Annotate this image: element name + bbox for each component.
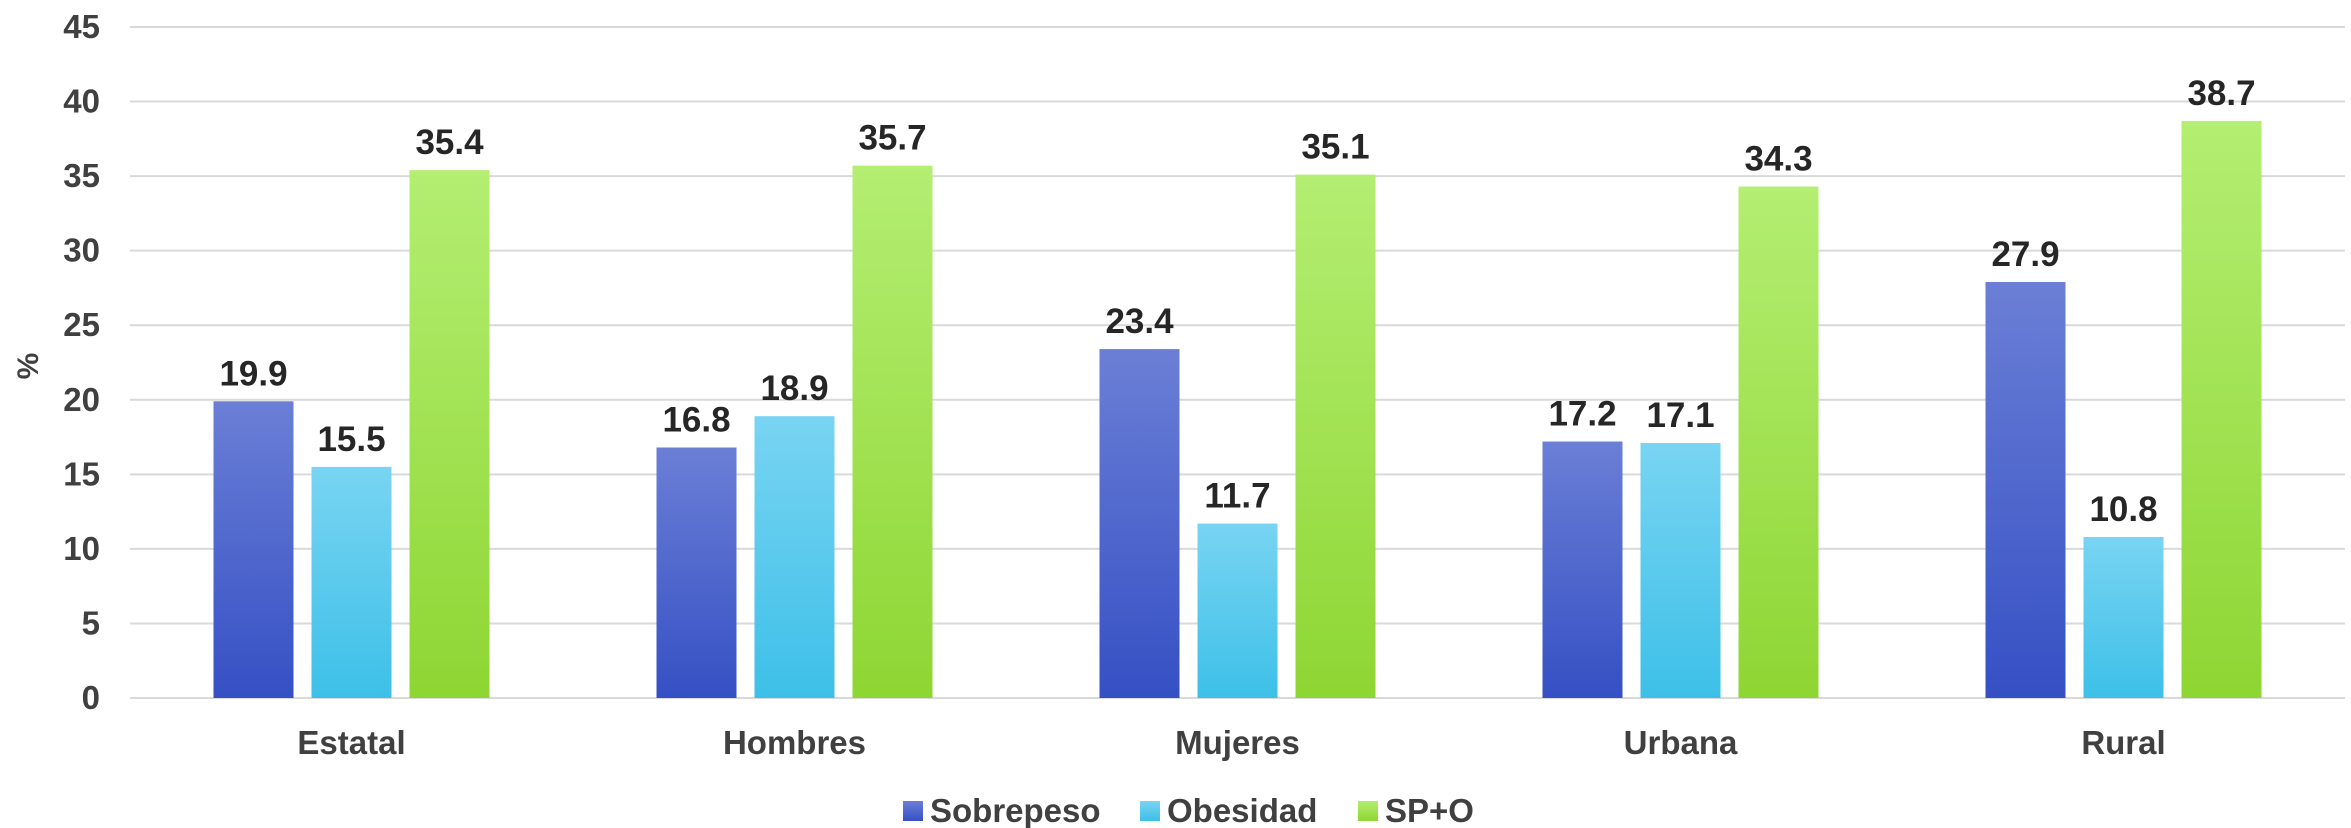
value-label: 23.4 xyxy=(1105,302,1174,341)
category-label-urbana: Urbana xyxy=(1624,724,1738,761)
value-label: 10.8 xyxy=(2089,490,2157,529)
bar-sobrepeso-urbana xyxy=(1542,441,1623,698)
bar-obesidad-mujeres xyxy=(1197,523,1278,698)
bar-sp-o-rural xyxy=(2181,120,2262,698)
legend: Sobrepeso Obesidad SP+O xyxy=(903,792,1474,828)
value-label: 18.9 xyxy=(760,369,828,408)
y-tick-label: 20 xyxy=(63,381,100,418)
y-axis-label: % xyxy=(12,353,45,380)
bar-sp-o-estatal xyxy=(409,170,490,698)
bar-obesidad-estatal xyxy=(311,466,392,698)
bar-sp-o-mujeres xyxy=(1295,174,1376,698)
value-label: 35.1 xyxy=(1301,128,1369,167)
y-tick-label: 15 xyxy=(63,455,100,492)
y-tick-label: 35 xyxy=(63,157,100,194)
category-label-rural: Rural xyxy=(2081,724,2165,761)
value-label: 19.9 xyxy=(219,354,287,393)
y-tick-label: 0 xyxy=(82,679,100,716)
value-label: 17.2 xyxy=(1548,395,1616,434)
value-label: 35.4 xyxy=(415,123,484,162)
y-tick-label: 10 xyxy=(63,530,100,567)
value-label: 27.9 xyxy=(1991,235,2059,274)
legend-label: SP+O xyxy=(1385,792,1474,828)
category-label-mujeres: Mujeres xyxy=(1175,724,1300,761)
value-label: 34.3 xyxy=(1744,140,1812,179)
gridlines xyxy=(130,26,2345,699)
bar-obesidad-urbana xyxy=(1640,443,1721,698)
bar-sobrepeso-estatal xyxy=(213,401,294,698)
bar-sp-o-urbana xyxy=(1738,186,1819,698)
value-labels: 19.9 15.5 35.4 16.8 18.9 35.7 23.4 11.7 35.1 17.2… xyxy=(219,74,2255,529)
value-label: 11.7 xyxy=(1204,477,1270,516)
y-tick-label: 40 xyxy=(63,83,100,120)
legend-label: Obesidad xyxy=(1167,792,1317,828)
y-tick-label: 25 xyxy=(63,306,100,343)
y-axis-ticks: 0 5 10 15 20 25 30 35 40 45 xyxy=(63,8,100,716)
y-tick-label: 45 xyxy=(63,8,100,45)
value-label: 15.5 xyxy=(317,420,385,459)
x-axis-categories: Estatal Hombres Mujeres Urbana Rural xyxy=(297,724,2165,761)
value-label: 16.8 xyxy=(662,400,730,439)
legend-swatch xyxy=(1140,801,1160,821)
category-label-hombres: Hombres xyxy=(723,724,866,761)
bar-obesidad-hombres xyxy=(754,416,835,698)
bar-sp-o-hombres xyxy=(852,165,933,698)
bars xyxy=(213,120,2262,698)
y-tick-label: 30 xyxy=(63,232,100,269)
bar-sobrepeso-rural xyxy=(1985,281,2066,698)
value-label: 35.7 xyxy=(858,119,926,158)
legend-label: Sobrepeso xyxy=(930,792,1101,828)
y-tick-label: 5 xyxy=(82,604,100,641)
bar-obesidad-rural xyxy=(2083,536,2164,698)
legend-swatch xyxy=(1358,801,1378,821)
legend-swatch xyxy=(903,801,923,821)
bar-sobrepeso-hombres xyxy=(656,447,737,698)
value-label: 38.7 xyxy=(2187,74,2255,113)
bar-sobrepeso-mujeres xyxy=(1099,349,1180,698)
category-label-estatal: Estatal xyxy=(297,724,405,761)
value-label: 17.1 xyxy=(1646,396,1714,435)
